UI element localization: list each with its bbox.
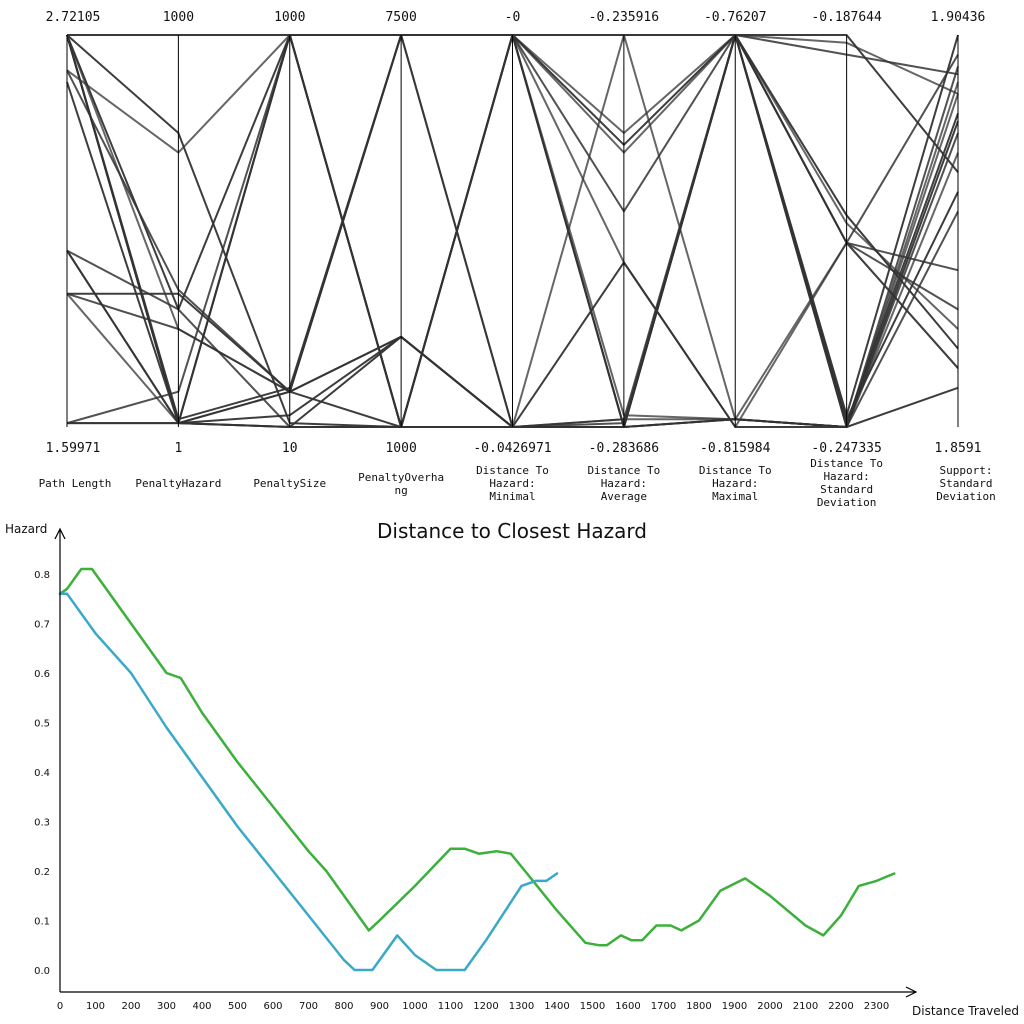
pc-axis-max-label: 1000 [163, 10, 194, 25]
pc-axis-min-label: 10 [282, 441, 298, 456]
pc-axis-name: Support: Standard Deviation [936, 464, 996, 503]
plot-title: Distance to Closest Hazard [377, 519, 647, 543]
x-tick-label: 2200 [828, 1001, 853, 1012]
y-tick-label: 0.2 [34, 867, 50, 878]
pc-axis-name: Distance To Hazard: Maximal [699, 464, 772, 503]
y-tick-label: 0.4 [34, 768, 50, 779]
x-tick-label: 1100 [438, 1001, 463, 1012]
x-tick-label: 500 [228, 1001, 247, 1012]
x-tick-label: 400 [192, 1001, 211, 1012]
x-tick-label: 800 [334, 1001, 353, 1012]
series-lines [58, 567, 896, 972]
pc-axis-min-label: 1.59971 [46, 441, 101, 456]
x-tick-label: 1400 [544, 1001, 569, 1012]
pc-axis-max-label: 1000 [274, 10, 305, 25]
x-tick-label: 600 [263, 1001, 282, 1012]
pc-axis-max-label: 1.90436 [931, 10, 986, 25]
pc-axis-min-label: 1000 [385, 441, 416, 456]
pc-axis-max-label: -0 [505, 10, 521, 25]
pc-axis-max-label: 7500 [385, 10, 416, 25]
y-tick-label: 0.8 [34, 570, 50, 581]
series-line [58, 592, 559, 972]
pc-axis-name: PenaltyOverha ng [358, 471, 444, 497]
x-tick-label: 200 [121, 1001, 140, 1012]
tick-labels: 0 100 200 300 400 500 600 700 800 900 1000 1100 1200… [34, 570, 889, 1012]
pc-axis-name: Distance To Hazard: Minimal [476, 464, 549, 503]
y-tick-label: 0.1 [34, 917, 50, 928]
x-tick-label: 1900 [722, 1001, 747, 1012]
x-tick-label: 900 [370, 1001, 389, 1012]
pc-axis-max-label: -0.187644 [811, 10, 882, 25]
y-tick-label: 0.7 [34, 620, 50, 631]
x-tick-label: 1000 [402, 1001, 427, 1012]
x-tick-label: 1500 [580, 1001, 605, 1012]
x-axis-label: Distance Traveled [912, 1004, 1019, 1018]
x-tick-label: 300 [157, 1001, 176, 1012]
pc-axis-name: PenaltySize [253, 477, 326, 490]
x-tick-label: 2100 [793, 1001, 818, 1012]
series-line [58, 567, 896, 947]
x-tick-label: 1600 [615, 1001, 640, 1012]
y-axis-label: Hazard [5, 522, 47, 536]
pc-axis-min-label: -0.815984 [700, 441, 771, 456]
y-tick-label: 0.3 [34, 818, 50, 829]
x-tick-label: 1200 [473, 1001, 498, 1012]
x-tick-label: 2300 [864, 1001, 889, 1012]
x-tick-label: 1800 [686, 1001, 711, 1012]
y-tick-label: 0.6 [34, 669, 50, 680]
pc-axis-name: Distance To Hazard: Standard Deviation [810, 457, 883, 509]
pc-axis-min-label: -0.283686 [589, 441, 659, 456]
pc-axis-name: PenaltyHazard [135, 477, 221, 490]
x-tick-label: 0 [57, 1001, 63, 1012]
x-tick-label: 1700 [651, 1001, 676, 1012]
y-axis [54, 527, 66, 992]
parallel-coordinates-chart: 2.72105 1.59971 Path Length 1000 1 PenaltyHaz… [39, 10, 996, 509]
pc-axis-min-label: 1 [174, 441, 182, 456]
x-tick-label: 100 [86, 1001, 105, 1012]
pc-axis-name: Distance To Hazard: Average [587, 464, 660, 503]
pc-axis-min-label: -0.247335 [811, 441, 881, 456]
x-tick-label: 700 [299, 1001, 318, 1012]
pc-axes: 2.72105 1.59971 Path Length 1000 1 PenaltyHaz… [39, 10, 996, 509]
pc-axis-max-label: 2.72105 [46, 10, 101, 25]
pc-axis-name: Path Length [39, 477, 112, 490]
pc-axis-max-label: -0.235916 [589, 10, 659, 25]
pc-axis-min-label: 1.8591 [935, 441, 982, 456]
pc-axis-max-label: -0.76207 [704, 10, 767, 25]
pc-axis-min-label: -0.0426971 [473, 441, 551, 456]
x-tick-label: 1300 [509, 1001, 534, 1012]
y-tick-label: 0.5 [34, 719, 50, 730]
x-axis [60, 986, 918, 998]
x-tick-label: 2000 [757, 1001, 782, 1012]
y-tick-label: 0.0 [34, 966, 50, 977]
